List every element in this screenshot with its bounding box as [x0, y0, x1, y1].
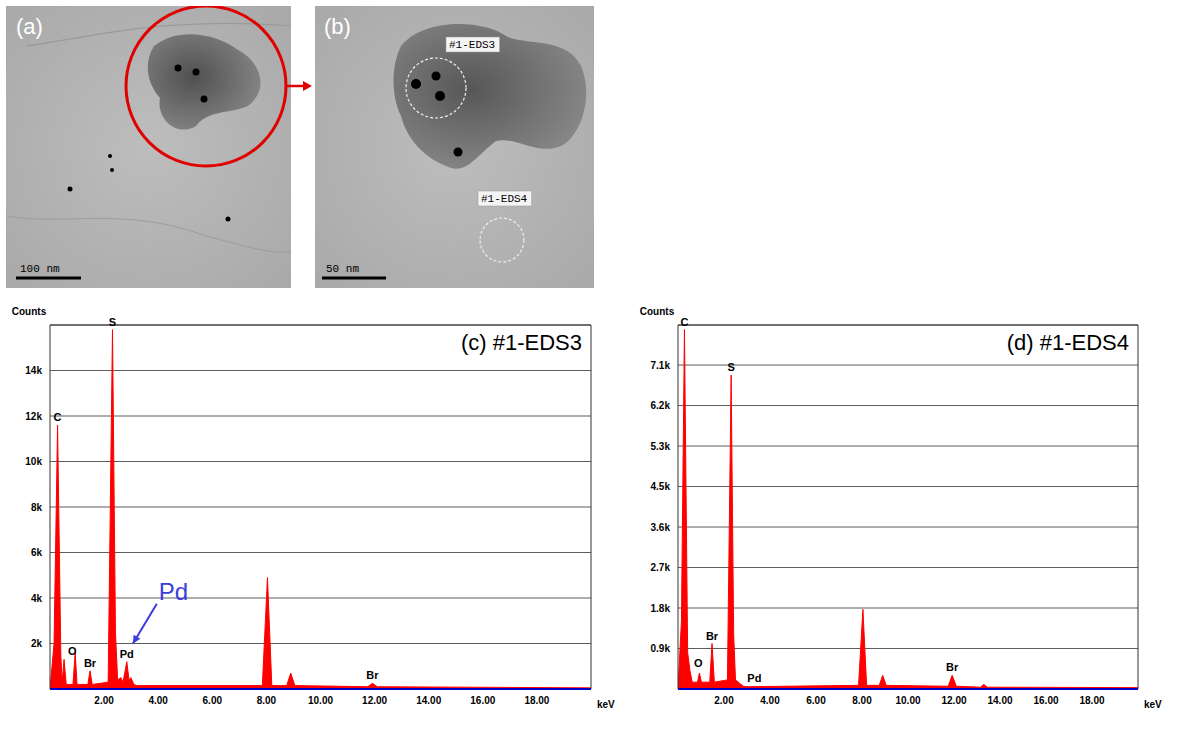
svg-text:12k: 12k — [25, 411, 42, 422]
svg-text:(a): (a) — [16, 14, 43, 39]
svg-text:O: O — [694, 657, 703, 669]
svg-text:S: S — [109, 316, 116, 328]
svg-text:#1-EDS3: #1-EDS3 — [449, 39, 495, 51]
svg-text:C: C — [54, 411, 62, 423]
svg-text:4k: 4k — [31, 593, 43, 604]
svg-text:6k: 6k — [31, 547, 43, 558]
svg-text:8.00: 8.00 — [257, 695, 277, 706]
svg-text:O: O — [68, 645, 77, 657]
svg-text:6.00: 6.00 — [203, 695, 223, 706]
svg-text:10.00: 10.00 — [895, 695, 920, 706]
html-text:(d) #1-EDS4: (d) #1-EDS4 — [1006, 330, 1129, 355]
svg-text:6.2k: 6.2k — [651, 400, 671, 411]
svg-text:5.3k: 5.3k — [651, 441, 671, 452]
svg-text:C: C — [680, 316, 688, 328]
svg-text:7.1k: 7.1k — [651, 360, 671, 371]
svg-text:4.5k: 4.5k — [651, 481, 671, 492]
svg-text:Counts: Counts — [12, 306, 47, 317]
svg-text:(b): (b) — [324, 14, 351, 39]
svg-text:Counts: Counts — [640, 306, 675, 317]
svg-text:Br: Br — [366, 669, 379, 681]
svg-text:2.7k: 2.7k — [651, 562, 671, 573]
svg-text:50 nm: 50 nm — [326, 263, 359, 275]
svg-text:100 nm: 100 nm — [20, 263, 60, 275]
svg-text:keV: keV — [1144, 699, 1162, 710]
svg-text:6.00: 6.00 — [806, 695, 826, 706]
svg-text:2.00: 2.00 — [714, 695, 734, 706]
svg-text:2.00: 2.00 — [94, 695, 114, 706]
svg-text:4.00: 4.00 — [148, 695, 168, 706]
svg-text:8k: 8k — [31, 502, 43, 513]
svg-text:0.9k: 0.9k — [651, 643, 671, 654]
svg-text:10.00: 10.00 — [308, 695, 333, 706]
svg-text:2k: 2k — [31, 638, 43, 649]
svg-text:14k: 14k — [25, 365, 42, 376]
svg-text:Br: Br — [946, 661, 959, 673]
svg-text:Pd: Pd — [120, 648, 134, 660]
svg-text:1.8k: 1.8k — [651, 603, 671, 614]
svg-text:4.00: 4.00 — [760, 695, 780, 706]
svg-text:16.00: 16.00 — [470, 695, 495, 706]
svg-text:Pd: Pd — [159, 578, 188, 605]
svg-text:14.00: 14.00 — [416, 695, 441, 706]
html-text:(c) #1-EDS3: (c) #1-EDS3 — [461, 330, 582, 355]
svg-text:10k: 10k — [25, 456, 42, 467]
svg-text:12.00: 12.00 — [362, 695, 387, 706]
svg-text:16.00: 16.00 — [1033, 695, 1058, 706]
svg-text:Pd: Pd — [747, 672, 761, 684]
svg-text:18.00: 18.00 — [1079, 695, 1104, 706]
svg-text:#1-EDS4: #1-EDS4 — [481, 193, 528, 205]
svg-text:S: S — [727, 361, 734, 373]
svg-text:18.00: 18.00 — [524, 695, 549, 706]
svg-text:12.00: 12.00 — [941, 695, 966, 706]
svg-text:3.6k: 3.6k — [651, 522, 671, 533]
svg-text:Br: Br — [706, 630, 719, 642]
svg-text:Br: Br — [84, 657, 97, 669]
svg-text:keV: keV — [597, 699, 615, 710]
svg-text:8.00: 8.00 — [852, 695, 872, 706]
svg-text:14.00: 14.00 — [987, 695, 1012, 706]
